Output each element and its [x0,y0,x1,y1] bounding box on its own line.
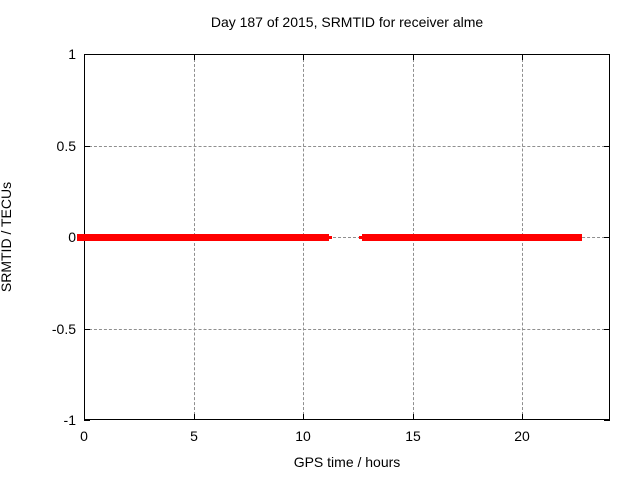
y-tick-label: -1 [63,412,76,428]
x-tick-top [84,54,85,60]
y-tick-label: 0 [68,229,76,245]
y-tick-left [84,146,90,147]
x-tick-top [303,54,304,60]
x-tick-bottom [413,414,414,420]
x-tick-bottom [84,414,85,420]
x-tick-label: 5 [190,428,198,444]
x-tick-label: 10 [295,428,311,444]
gridline-horizontal [84,145,610,147]
y-tick-label: 0.5 [56,138,76,154]
y-axis-label-text: SRMTID / TECUs [0,181,14,293]
data-segment [77,234,329,241]
gridline-horizontal [84,328,610,330]
x-tick-bottom [522,414,523,420]
y-tick-right [604,329,610,330]
x-axis-label: GPS time / hours [293,454,401,470]
x-tick-label: 15 [405,428,421,444]
y-tick-label: -0.5 [51,321,76,337]
gridline-horizontal [84,237,610,238]
x-tick-bottom [194,414,195,420]
y-tick-right [604,146,610,147]
x-tick-label: 0 [80,428,88,444]
x-tick-bottom [303,414,304,420]
data-segment [329,236,332,239]
chart-title: Day 187 of 2015, SRMTID for receiver alm… [210,14,484,30]
y-tick-left [84,54,90,55]
x-tick-label: 20 [514,428,530,444]
y-tick-right [604,54,610,55]
x-tick-top [194,54,195,60]
y-tick-right [604,420,610,421]
x-tick-top [522,54,523,60]
y-tick-left [84,329,90,330]
y-tick-right [604,237,610,238]
y-tick-label: 1 [68,46,76,62]
data-segment [359,236,362,239]
x-tick-top [413,54,414,60]
data-segment [362,234,582,241]
y-tick-left [84,420,90,421]
